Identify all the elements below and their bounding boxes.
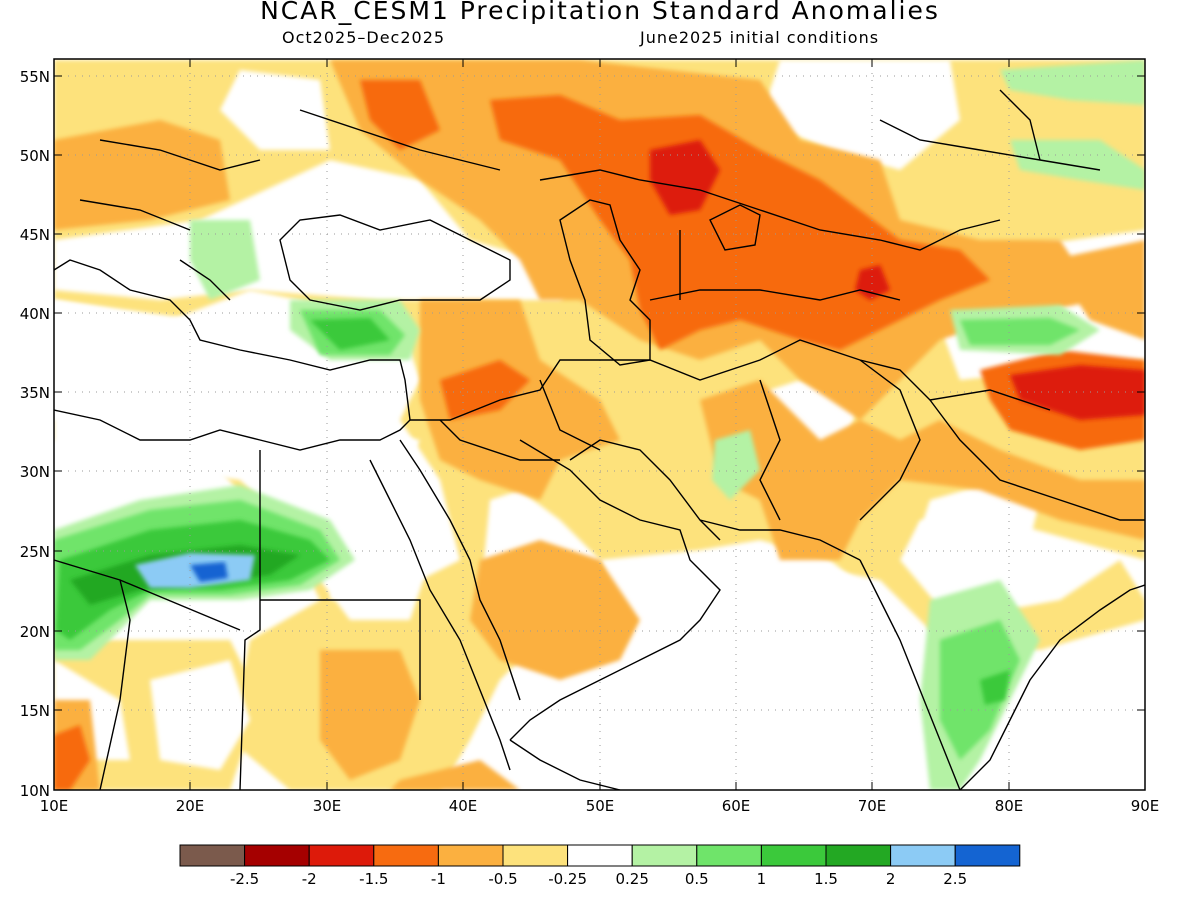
legend-swatch — [890, 844, 956, 867]
legend-swatch — [567, 844, 633, 867]
legend-swatch — [760, 844, 827, 867]
lon-label: 70E — [858, 797, 887, 815]
lon-label: 50E — [586, 797, 615, 815]
legend-swatch — [373, 844, 439, 867]
legend-label: 0.5 — [685, 870, 709, 888]
lat-label: 20N — [20, 623, 50, 641]
legend-swatch — [825, 844, 892, 867]
legend-label: 1 — [757, 870, 767, 888]
legend-swatch — [631, 844, 698, 867]
legend-label: 2.5 — [943, 870, 967, 888]
lon-label: 60E — [722, 797, 751, 815]
legend-swatch — [502, 844, 569, 867]
axis-ticks — [54, 59, 1145, 790]
negative-anomaly-2 — [650, 140, 1145, 420]
color-legend: -2.5 -2 -1.5 -1 -0.5 -0.25 0.25 0.5 1 1.5 2 2.5 — [179, 844, 1021, 888]
coastlines-and-borders — [54, 89, 1145, 790]
legend-swatch — [244, 844, 310, 867]
graticule — [54, 59, 1145, 790]
lat-label: 55N — [20, 68, 50, 86]
lon-label: 10E — [40, 797, 69, 815]
legend-label: 0.25 — [615, 870, 648, 888]
lat-label: 10N — [20, 782, 50, 800]
map-title: NCAR_CESM1 Precipitation Standard Anomal… — [260, 0, 940, 25]
lat-label: 25N — [20, 543, 50, 561]
initial-conditions: June2025 initial conditions — [640, 28, 880, 47]
legend-label: -1.5 — [359, 870, 388, 888]
legend-label: -0.5 — [488, 870, 517, 888]
lat-label: 50N — [20, 147, 50, 165]
lat-label: 30N — [20, 463, 50, 481]
legend-label: -2.5 — [230, 870, 259, 888]
legend-swatch — [954, 844, 1021, 867]
legend-swatch — [308, 844, 375, 867]
legend-label: 1.5 — [814, 870, 838, 888]
legend-label: -0.25 — [548, 870, 587, 888]
lat-label: 45N — [20, 226, 50, 244]
legend-swatch — [696, 844, 762, 867]
lat-label: 15N — [20, 702, 50, 720]
legend-swatch — [179, 844, 246, 867]
legend-label: -1 — [431, 870, 446, 888]
legend-label: 2 — [886, 870, 896, 888]
anomaly-map — [54, 59, 1145, 790]
lon-label: 90E — [1131, 797, 1160, 815]
lon-label: 80E — [995, 797, 1024, 815]
longitude-labels: 10E 20E 30E 40E 50E 60E 70E 80E 90E — [40, 797, 1160, 815]
lon-label: 30E — [313, 797, 342, 815]
forecast-period: Oct2025–Dec2025 — [282, 28, 446, 47]
lat-label: 35N — [20, 384, 50, 402]
lat-label: 40N — [20, 305, 50, 323]
legend-label: -2 — [302, 870, 317, 888]
legend-swatch — [437, 844, 504, 867]
lon-label: 40E — [449, 797, 478, 815]
latitude-labels: 55N 50N 45N 40N 35N 30N 25N 20N 15N 10N — [20, 68, 50, 800]
positive-anomaly-3 — [190, 562, 228, 582]
lon-label: 20E — [176, 797, 205, 815]
